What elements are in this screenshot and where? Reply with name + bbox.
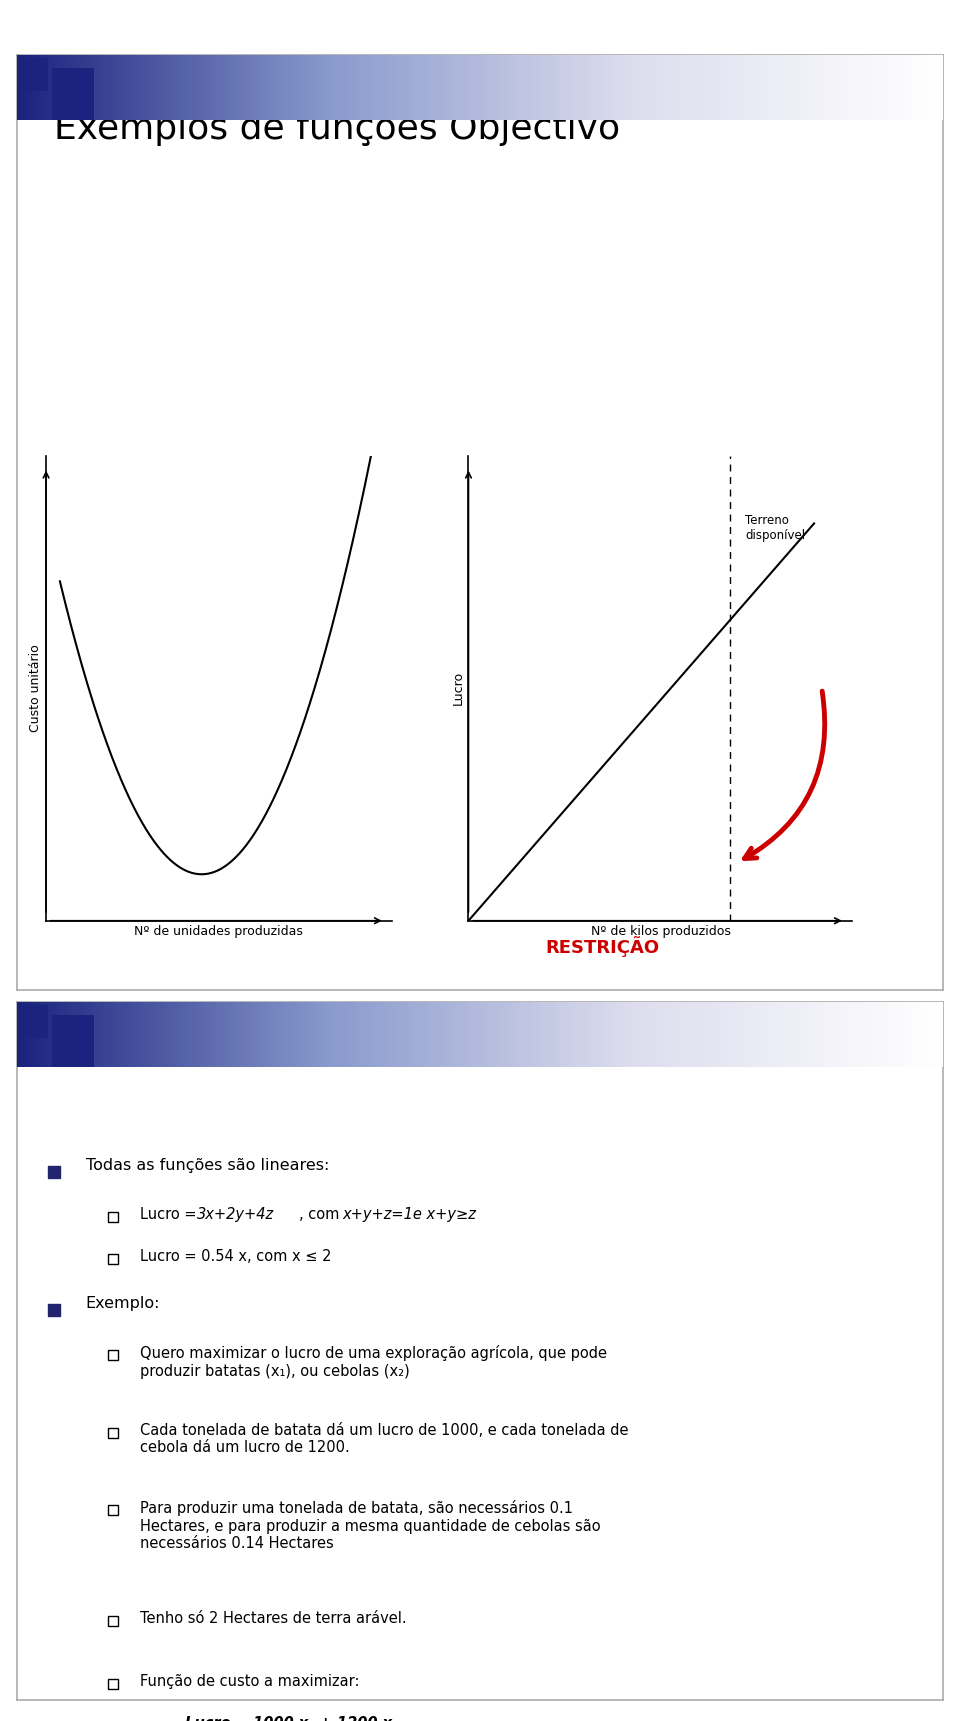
Text: Modelos Lineares: Modelos Lineares (55, 1022, 368, 1057)
Text: x+y+z=1e x+y≥z: x+y+z=1e x+y≥z (343, 1208, 476, 1222)
Text: Cada tonelada de batata dá um lucro de 1000, e cada tonelada de
cebola dá um luc: Cada tonelada de batata dá um lucro de 1… (140, 1423, 629, 1456)
Bar (53, 1015, 94, 1067)
Bar (22, 1005, 48, 1038)
Text: Lucro =: Lucro = (140, 1208, 202, 1222)
Bar (22, 59, 48, 91)
Text: , com: , com (299, 1208, 344, 1222)
Text: Para produzir uma tonelada de batata, são necessários 0.1
Hectares, e para produ: Para produzir uma tonelada de batata, sã… (140, 1501, 601, 1551)
Text: Função de custo a maximizar:: Função de custo a maximizar: (140, 1675, 360, 1690)
Y-axis label: Custo unitário: Custo unitário (29, 645, 42, 731)
Text: Quero maximizar o lucro de uma exploração agrícola, que pode
produzir batatas (x: Quero maximizar o lucro de uma exploraçã… (140, 1346, 607, 1379)
Y-axis label: Lucro: Lucro (451, 671, 465, 706)
Bar (53, 69, 94, 120)
Text: RESTRIÇÃO: RESTRIÇÃO (545, 936, 660, 957)
X-axis label: Nº de kilos produzidos: Nº de kilos produzidos (590, 924, 731, 938)
Text: Exemplo:: Exemplo: (85, 1296, 160, 1311)
Text: Lucro = 1000 x₁ + 1200 x₂: Lucro = 1000 x₁ + 1200 x₂ (185, 1716, 398, 1721)
Text: Lucro = 0.54 x, com x ≤ 2: Lucro = 0.54 x, com x ≤ 2 (140, 1249, 331, 1265)
Text: Exemplos de funções Objectivo: Exemplos de funções Objectivo (55, 112, 620, 146)
X-axis label: Nº de unidades produzidas: Nº de unidades produzidas (134, 924, 303, 938)
Text: Todas as funções são lineares:: Todas as funções são lineares: (85, 1158, 329, 1174)
Text: Terreno
disponível: Terreno disponível (745, 515, 805, 542)
Text: Tenho só 2 Hectares de terra arável.: Tenho só 2 Hectares de terra arável. (140, 1611, 407, 1626)
Text: 3x+2y+4z: 3x+2y+4z (197, 1208, 275, 1222)
